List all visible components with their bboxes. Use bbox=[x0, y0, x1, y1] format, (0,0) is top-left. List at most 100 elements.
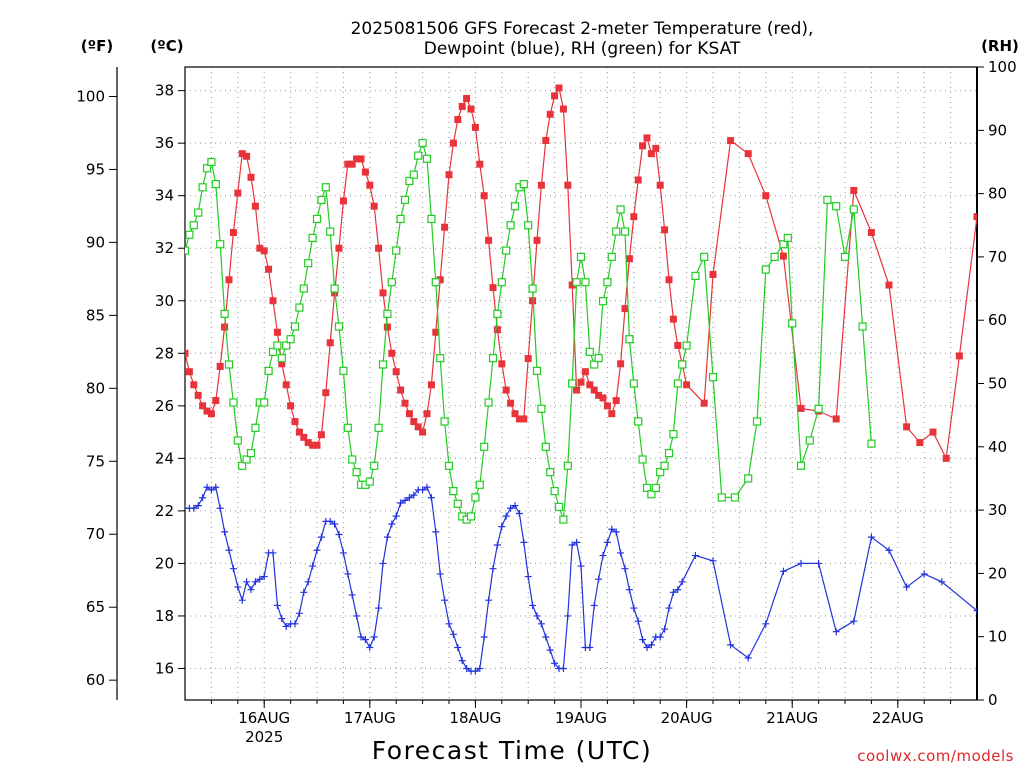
dewpoint-point bbox=[427, 494, 435, 502]
rh-point bbox=[392, 246, 401, 255]
rh-point bbox=[299, 284, 308, 293]
dewpoint-point bbox=[410, 491, 418, 499]
temperature-point bbox=[586, 381, 594, 389]
rh-point bbox=[202, 164, 212, 173]
rh-point bbox=[708, 373, 718, 382]
temperature-series bbox=[185, 84, 977, 462]
rh-point bbox=[581, 278, 590, 287]
rh-point bbox=[524, 221, 533, 230]
rh-point bbox=[189, 221, 198, 230]
rh-point bbox=[594, 354, 603, 363]
dewpoint-point bbox=[498, 523, 506, 531]
temperature-point bbox=[326, 339, 334, 347]
dewpoint-point bbox=[357, 633, 365, 641]
temperature-point bbox=[537, 181, 545, 189]
dewpoint-point bbox=[520, 538, 528, 546]
fahrenheit-tick-label: 100 bbox=[76, 87, 105, 105]
dewpoint-point bbox=[256, 575, 264, 583]
rh-point bbox=[576, 252, 586, 261]
dewpoint-point bbox=[656, 633, 664, 641]
temperature-point bbox=[375, 244, 383, 252]
temperature-point bbox=[313, 441, 321, 449]
dewpoint-point bbox=[674, 586, 682, 594]
rh-point bbox=[198, 183, 207, 192]
rh-line bbox=[185, 140, 872, 521]
temperature-point bbox=[850, 186, 858, 194]
dewpoint-point bbox=[797, 559, 805, 567]
rh-point bbox=[761, 265, 770, 274]
rh-point bbox=[730, 493, 740, 502]
dewpoint-point bbox=[480, 633, 488, 641]
temperature-point bbox=[449, 139, 457, 147]
rh-point bbox=[286, 335, 295, 344]
dewpoint-point bbox=[366, 643, 374, 651]
rh-point bbox=[607, 252, 616, 261]
rh-tick-label: 70 bbox=[988, 248, 1007, 266]
celsius-unit-label: (ºC) bbox=[150, 37, 183, 55]
dewpoint-point bbox=[251, 578, 259, 586]
temperature-point bbox=[322, 389, 330, 397]
dewpoint-point bbox=[515, 510, 523, 518]
temperature-point bbox=[709, 270, 717, 278]
temperature-point bbox=[661, 226, 669, 234]
temperature-point bbox=[559, 105, 567, 113]
temperature-point bbox=[683, 381, 691, 389]
temperature-point bbox=[476, 160, 484, 168]
temperature-point bbox=[546, 110, 554, 118]
rh-point bbox=[444, 461, 454, 470]
temperature-point bbox=[432, 328, 440, 336]
dewpoint-point bbox=[441, 596, 449, 604]
rh-point bbox=[321, 183, 330, 192]
temperature-point bbox=[260, 247, 268, 255]
x-tick-label: 17AUG bbox=[344, 709, 396, 727]
temperature-point bbox=[630, 213, 638, 221]
temperature-point bbox=[335, 244, 343, 252]
rh-point bbox=[405, 176, 414, 186]
axes: 6065707580859095100161820222426283032343… bbox=[76, 58, 1016, 746]
dewpoint-point bbox=[405, 494, 413, 502]
temperature-point bbox=[617, 360, 625, 368]
rh-point bbox=[378, 360, 388, 369]
x-tick-year-label: 2025 bbox=[245, 728, 283, 746]
dewpoint-series bbox=[185, 483, 977, 675]
fahrenheit-tick-label: 80 bbox=[86, 379, 105, 397]
rh-point bbox=[334, 322, 344, 331]
celsius-tick-label: 16 bbox=[155, 659, 174, 677]
dewpoint-point bbox=[471, 667, 479, 675]
rh-point bbox=[414, 151, 423, 160]
dewpoint-point bbox=[278, 615, 286, 623]
dewpoint-point bbox=[485, 596, 493, 604]
rh-point bbox=[418, 138, 427, 148]
temperature-point bbox=[221, 323, 229, 331]
dewpoint-point bbox=[225, 546, 233, 554]
temperature-point bbox=[595, 391, 603, 399]
x-axis-title: Forecast Time (UTC) bbox=[372, 736, 652, 765]
temperature-point bbox=[779, 252, 787, 260]
rh-point bbox=[598, 297, 608, 306]
temperature-point bbox=[339, 197, 347, 205]
dewpoint-point bbox=[388, 520, 396, 528]
temperature-point bbox=[551, 92, 559, 100]
dewpoint-point bbox=[762, 620, 770, 628]
fahrenheit-tick-label: 95 bbox=[86, 160, 105, 178]
dewpoint-point bbox=[595, 575, 603, 583]
temperature-point bbox=[515, 415, 523, 423]
temperature-point bbox=[454, 116, 462, 124]
rh-point bbox=[431, 278, 440, 287]
dewpoint-point bbox=[375, 604, 383, 612]
credit-link[interactable]: coolwx.com/models bbox=[857, 747, 1014, 765]
dewpoint-point bbox=[973, 607, 977, 615]
temperature-point bbox=[603, 402, 611, 410]
dewpoint-point bbox=[313, 546, 321, 554]
rh-point bbox=[678, 360, 687, 369]
rh-point bbox=[660, 461, 669, 470]
dewpoint-point bbox=[454, 643, 462, 651]
rh-point bbox=[603, 278, 612, 287]
temperature-point bbox=[555, 84, 563, 92]
rh-point bbox=[220, 309, 229, 318]
rh-tick-label: 20 bbox=[988, 564, 1007, 582]
dewpoint-point bbox=[348, 591, 356, 599]
dewpoint-point bbox=[625, 586, 633, 594]
rh-point bbox=[744, 474, 753, 483]
